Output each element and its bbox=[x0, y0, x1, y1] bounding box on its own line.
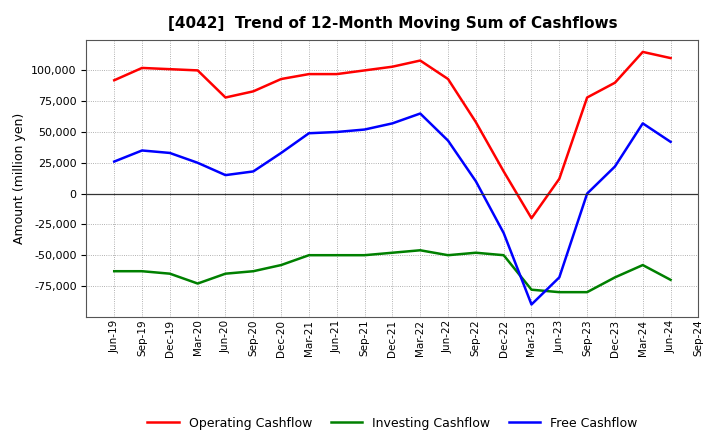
Free Cashflow bbox=[500, 231, 508, 236]
Operating Cashflow bbox=[388, 64, 397, 70]
Investing Cashflow bbox=[276, 262, 285, 268]
Operating Cashflow bbox=[194, 68, 202, 73]
Free Cashflow bbox=[305, 131, 313, 136]
Line: Operating Cashflow: Operating Cashflow bbox=[114, 52, 670, 218]
Free Cashflow bbox=[472, 179, 480, 184]
Free Cashflow bbox=[416, 111, 425, 116]
Operating Cashflow bbox=[639, 49, 647, 55]
Free Cashflow bbox=[194, 160, 202, 165]
Investing Cashflow bbox=[416, 248, 425, 253]
Free Cashflow bbox=[166, 150, 174, 156]
Operating Cashflow bbox=[166, 66, 174, 72]
Investing Cashflow bbox=[555, 290, 564, 295]
Operating Cashflow bbox=[305, 71, 313, 77]
Investing Cashflow bbox=[110, 268, 119, 274]
Investing Cashflow bbox=[639, 262, 647, 268]
Operating Cashflow bbox=[500, 169, 508, 174]
Free Cashflow bbox=[276, 150, 285, 156]
Operating Cashflow bbox=[444, 77, 452, 82]
Free Cashflow bbox=[639, 121, 647, 126]
Investing Cashflow bbox=[500, 253, 508, 258]
Free Cashflow bbox=[444, 138, 452, 143]
Operating Cashflow bbox=[666, 55, 675, 61]
Title: [4042]  Trend of 12-Month Moving Sum of Cashflows: [4042] Trend of 12-Month Moving Sum of C… bbox=[168, 16, 617, 32]
Investing Cashflow bbox=[388, 250, 397, 255]
Free Cashflow bbox=[221, 172, 230, 178]
Operating Cashflow bbox=[582, 95, 591, 100]
Operating Cashflow bbox=[527, 216, 536, 221]
Investing Cashflow bbox=[527, 287, 536, 292]
Operating Cashflow bbox=[472, 120, 480, 125]
Free Cashflow bbox=[360, 127, 369, 132]
Free Cashflow bbox=[611, 164, 619, 169]
Investing Cashflow bbox=[611, 275, 619, 280]
Operating Cashflow bbox=[416, 58, 425, 63]
Investing Cashflow bbox=[360, 253, 369, 258]
Operating Cashflow bbox=[276, 77, 285, 82]
Operating Cashflow bbox=[555, 176, 564, 181]
Free Cashflow bbox=[582, 191, 591, 196]
Legend: Operating Cashflow, Investing Cashflow, Free Cashflow: Operating Cashflow, Investing Cashflow, … bbox=[143, 412, 642, 435]
Investing Cashflow bbox=[221, 271, 230, 276]
Operating Cashflow bbox=[221, 95, 230, 100]
Free Cashflow bbox=[138, 148, 146, 153]
Line: Investing Cashflow: Investing Cashflow bbox=[114, 250, 670, 292]
Investing Cashflow bbox=[582, 290, 591, 295]
Investing Cashflow bbox=[472, 250, 480, 255]
Operating Cashflow bbox=[333, 71, 341, 77]
Investing Cashflow bbox=[444, 253, 452, 258]
Free Cashflow bbox=[666, 139, 675, 144]
Free Cashflow bbox=[527, 302, 536, 307]
Operating Cashflow bbox=[110, 77, 119, 83]
Free Cashflow bbox=[555, 275, 564, 280]
Operating Cashflow bbox=[611, 80, 619, 85]
Free Cashflow bbox=[249, 169, 258, 174]
Operating Cashflow bbox=[249, 89, 258, 94]
Investing Cashflow bbox=[194, 281, 202, 286]
Operating Cashflow bbox=[360, 68, 369, 73]
Free Cashflow bbox=[388, 121, 397, 126]
Investing Cashflow bbox=[138, 268, 146, 274]
Investing Cashflow bbox=[333, 253, 341, 258]
Investing Cashflow bbox=[305, 253, 313, 258]
Operating Cashflow bbox=[138, 65, 146, 70]
Investing Cashflow bbox=[666, 277, 675, 282]
Free Cashflow bbox=[333, 129, 341, 135]
Free Cashflow bbox=[110, 159, 119, 164]
Y-axis label: Amount (million yen): Amount (million yen) bbox=[13, 113, 26, 244]
Investing Cashflow bbox=[166, 271, 174, 276]
Line: Free Cashflow: Free Cashflow bbox=[114, 114, 670, 304]
Investing Cashflow bbox=[249, 268, 258, 274]
